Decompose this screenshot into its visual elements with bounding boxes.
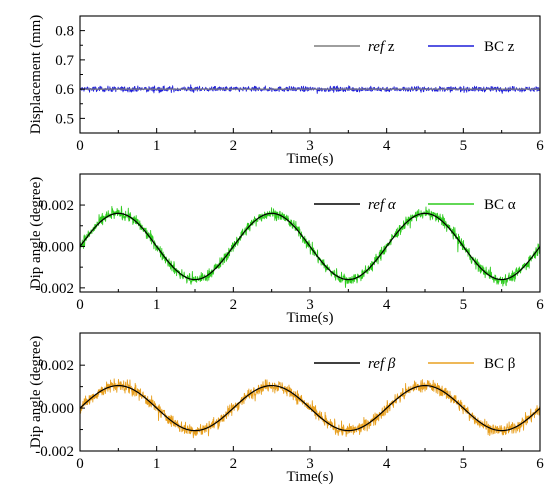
x-axis-label: Time(s) xyxy=(287,151,334,167)
x-tick-label: 0 xyxy=(76,138,84,154)
y-tick-label: 0.8 xyxy=(55,24,74,40)
x-axis-label: Time(s) xyxy=(287,310,334,326)
y-tick-label: -0.002 xyxy=(35,444,74,460)
x-tick-label: 6 xyxy=(536,456,544,472)
legend-label: BC β xyxy=(484,356,515,372)
x-axis-label: Time(s) xyxy=(287,469,334,485)
series-line-BC-α xyxy=(80,205,540,288)
y-tick-label: 0.000 xyxy=(40,239,74,255)
y-axis-label: Dip angle (degree) xyxy=(28,336,44,448)
x-tick-label: 1 xyxy=(153,456,161,472)
x-tick-label: 4 xyxy=(383,297,391,313)
x-tick-label: 4 xyxy=(383,138,391,154)
legend-label: ref α xyxy=(368,197,397,213)
plot-frame xyxy=(79,15,541,134)
y-tick-label: -0.002 xyxy=(35,281,74,297)
legend-label: ref z xyxy=(368,39,395,55)
legend-label: ref β xyxy=(368,356,396,372)
y-tick-label: 0.5 xyxy=(55,111,74,127)
y-tick-label: 0.002 xyxy=(40,198,74,214)
legend: ref α BC α xyxy=(314,197,516,213)
x-tick-label: 2 xyxy=(230,138,238,154)
x-tick-label: 3 xyxy=(306,456,314,472)
x-tick-label: 4 xyxy=(383,456,391,472)
x-tick-label: 6 xyxy=(536,297,544,313)
legend-label: BC z xyxy=(484,39,515,55)
legend: ref z BC z xyxy=(314,39,515,55)
plot-area xyxy=(80,205,540,288)
x-tick-label: 2 xyxy=(230,456,238,472)
plot-area xyxy=(80,84,540,94)
legend-label: BC α xyxy=(484,197,516,213)
x-tick-label: 1 xyxy=(153,297,161,313)
x-tick-label: 2 xyxy=(230,297,238,313)
x-tick-label: 0 xyxy=(76,456,84,472)
plot-frame xyxy=(79,332,541,452)
x-tick-label: 3 xyxy=(306,138,314,154)
y-tick-label: 0.7 xyxy=(55,53,74,69)
x-tick-label: 5 xyxy=(460,297,468,313)
x-tick-label: 1 xyxy=(153,138,161,154)
plot-area xyxy=(80,378,540,439)
x-tick-label: 0 xyxy=(76,297,84,313)
chart-panel-3: 0 1 2 3 4 5 6 -0.002 0.000 0.002 Time(s) Dip angle … xyxy=(28,332,544,485)
x-tick-label: 6 xyxy=(536,138,544,154)
x-tick-label: 3 xyxy=(306,297,314,313)
chart-panel-2: 0 1 2 3 4 5 6 -0.002 0.000 0.002 Time(s) Dip angle … xyxy=(28,173,544,326)
chart-panel-1: 0 1 2 3 4 5 6 0.5 0.6 0.7 0.8 Time(s) Displacement (… xyxy=(28,15,544,167)
y-tick-label: 0.6 xyxy=(55,82,74,98)
legend: ref β BC β xyxy=(314,356,515,372)
y-axis-label: Displacement (mm) xyxy=(28,15,44,135)
x-tick-label: 5 xyxy=(460,456,468,472)
y-axis-label: Dip angle (degree) xyxy=(28,177,44,289)
series-line-ref-β xyxy=(80,384,540,432)
series-line-ref-α xyxy=(80,212,540,281)
y-tick-label: 0.002 xyxy=(40,358,74,374)
series-line-BC-β xyxy=(80,378,540,439)
x-tick-label: 5 xyxy=(460,138,468,154)
y-tick-label: 0.000 xyxy=(40,401,74,417)
